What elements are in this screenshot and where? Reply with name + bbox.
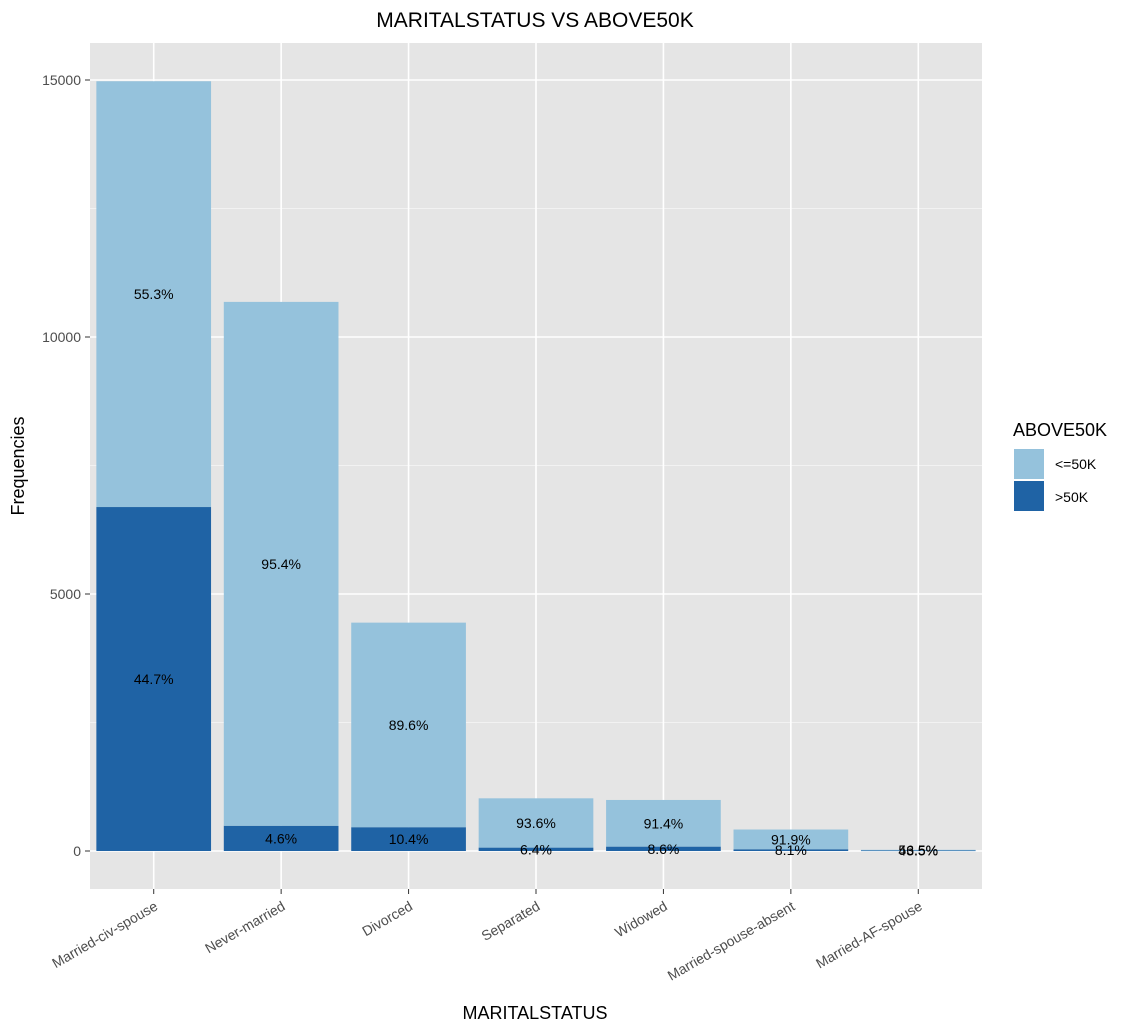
y-tick-label: 0 xyxy=(73,843,81,859)
bar-le50k-married-civ-spouse xyxy=(96,81,212,508)
bar-le50k-married-af-spouse xyxy=(860,849,976,851)
y-axis-ticks: 0 5000 10000 15000 xyxy=(42,72,90,859)
data-label-le50k-never-married: 95.4% xyxy=(261,556,301,572)
chart-title: MARITALSTATUS VS ABOVE50K xyxy=(376,9,693,32)
bar-gt50k-married-af-spouse xyxy=(860,850,976,852)
bar-le50k-separated xyxy=(478,798,594,848)
y-axis-title: Frequencies xyxy=(8,416,28,515)
data-label-le50k-married-spouse-absent: 91.9% xyxy=(771,831,811,847)
bar-le50k-married-spouse-absent xyxy=(733,829,849,850)
bar-gt50k-never-married xyxy=(223,825,339,851)
data-label-gt50k-married-af-spouse: 43.5% xyxy=(898,843,938,859)
legend-label-gt50k: >50K xyxy=(1055,489,1089,505)
bar-le50k-widowed xyxy=(606,799,721,847)
x-tick-label-married-spouse-absent: Married-spouse-absent xyxy=(665,898,798,984)
bar-le50k-divorced xyxy=(351,622,466,828)
data-label-gt50k-divorced: 10.4% xyxy=(389,831,429,847)
data-label-le50k-married-af-spouse: 56.5% xyxy=(898,842,938,858)
x-axis-ticks: Married-civ-spouse Never-married Divorced S… xyxy=(49,889,925,984)
data-label-gt50k-widowed: 8.6% xyxy=(647,841,679,857)
segment-labels: 44.7% 55.3% 4.6% 95.4% 10.4% 89.6% 6.4% 93.6% 8.… xyxy=(134,286,938,859)
bar-gt50k-married-civ-spouse xyxy=(96,507,212,851)
data-label-le50k-widowed: 91.4% xyxy=(644,815,684,831)
data-label-gt50k-married-civ-spouse: 44.7% xyxy=(134,671,174,687)
x-tick-label-separated: Separated xyxy=(479,898,543,944)
bars xyxy=(96,81,976,852)
bar-gt50k-divorced xyxy=(351,827,466,851)
legend-label-le50k: <=50K xyxy=(1055,456,1097,472)
y-tick-label: 15000 xyxy=(42,72,81,88)
y-tick-label: 10000 xyxy=(42,329,81,345)
x-axis-title: MARITALSTATUS xyxy=(462,1003,607,1023)
x-tick-label-married-af-spouse: Married-AF-spouse xyxy=(813,898,925,972)
x-tick-label-widowed: Widowed xyxy=(612,898,670,941)
bar-gt50k-married-spouse-absent xyxy=(733,849,849,851)
x-tick-label-married-civ-spouse: Married-civ-spouse xyxy=(49,898,160,971)
bar-gt50k-separated xyxy=(478,847,594,851)
data-label-gt50k-married-spouse-absent: 8.1% xyxy=(775,842,807,858)
legend-title: ABOVE50K xyxy=(1013,420,1107,440)
legend: ABOVE50K <=50K >50K xyxy=(1013,420,1107,511)
data-label-gt50k-separated: 6.4% xyxy=(520,841,552,857)
x-tick-label-divorced: Divorced xyxy=(359,898,415,939)
legend-swatch-gt50k xyxy=(1014,481,1044,511)
bar-le50k-never-married xyxy=(223,301,339,826)
y-tick-label: 5000 xyxy=(50,586,81,602)
bar-gt50k-widowed xyxy=(606,846,721,851)
data-label-le50k-married-civ-spouse: 55.3% xyxy=(134,286,174,302)
legend-swatch-le50k xyxy=(1014,449,1044,479)
x-tick-label-never-married: Never-married xyxy=(202,898,287,957)
data-label-le50k-divorced: 89.6% xyxy=(389,717,429,733)
data-label-le50k-separated: 93.6% xyxy=(516,815,556,831)
data-label-gt50k-never-married: 4.6% xyxy=(265,830,297,846)
